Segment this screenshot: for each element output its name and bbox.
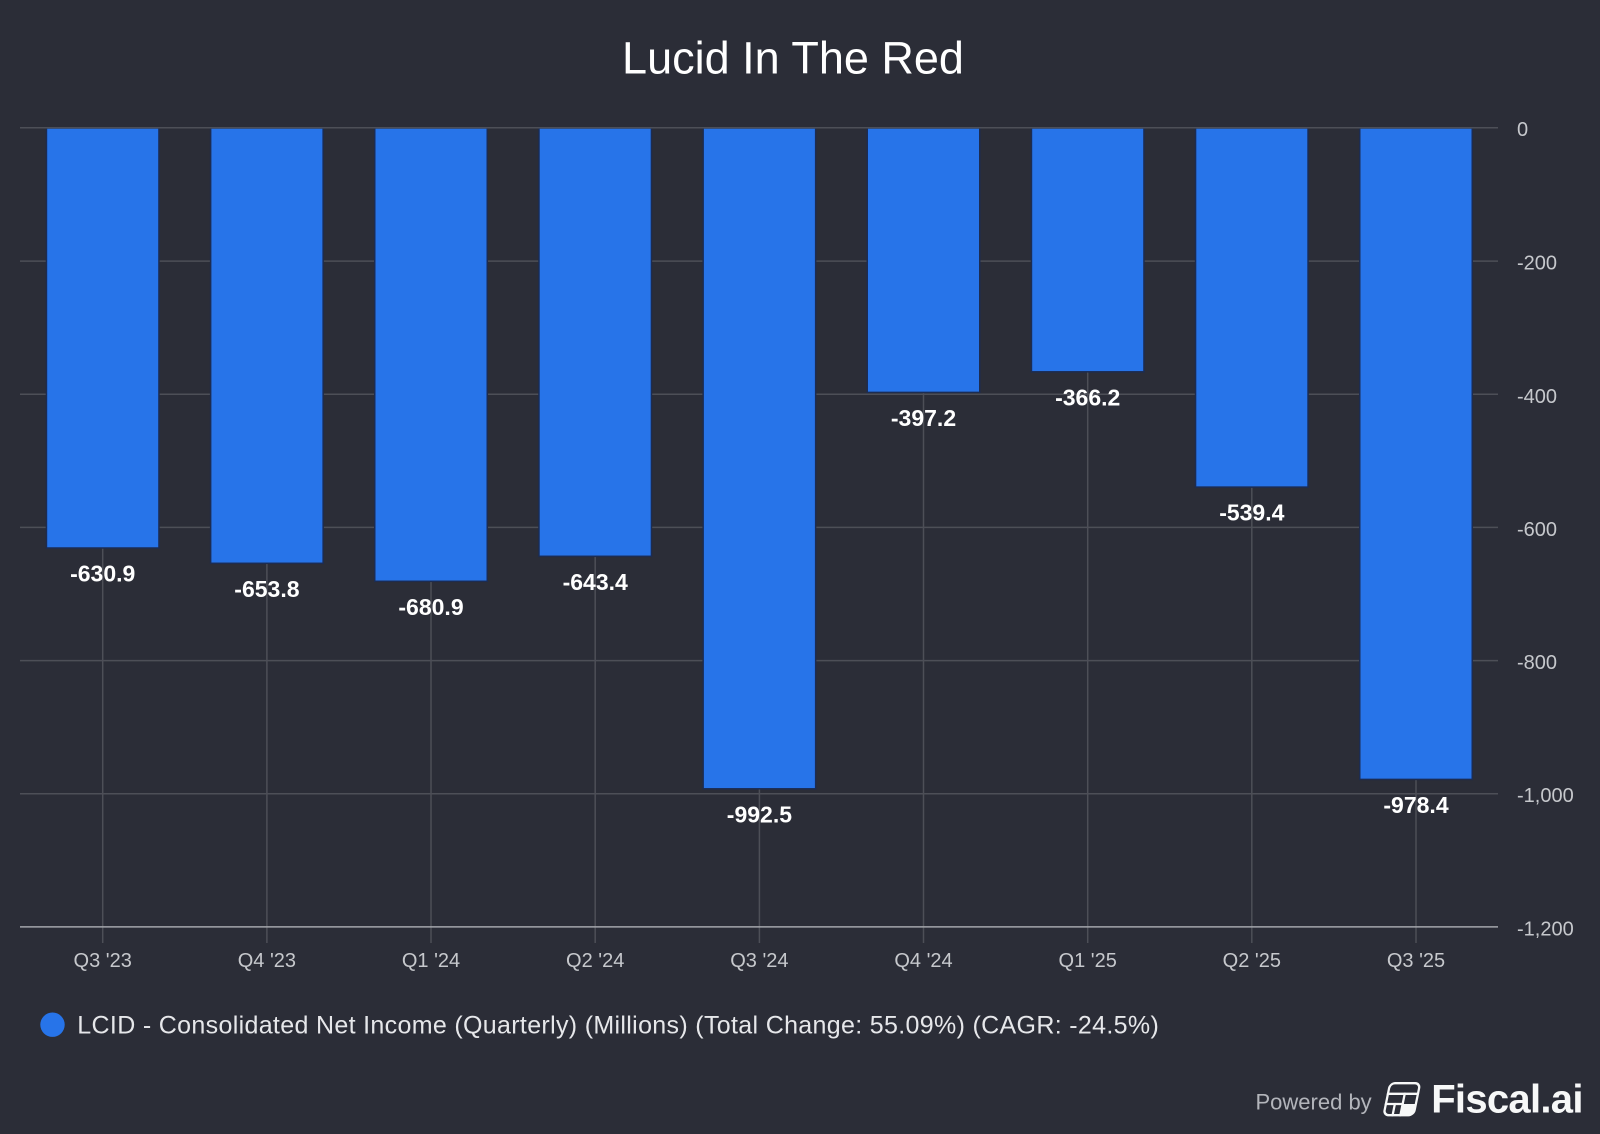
svg-text:Q4 '23: Q4 '23: [238, 950, 296, 972]
svg-text:-653.8: -653.8: [234, 576, 299, 602]
svg-text:-680.9: -680.9: [398, 594, 463, 620]
svg-text:LCID - Consolidated Net Income: LCID - Consolidated Net Income (Quarterl…: [77, 1011, 1159, 1039]
svg-text:Lucid In The Red: Lucid In The Red: [622, 33, 964, 84]
svg-text:-397.2: -397.2: [891, 405, 956, 431]
svg-text:Q4 '24: Q4 '24: [894, 950, 952, 972]
svg-text:-630.9: -630.9: [70, 561, 135, 587]
svg-text:Powered by: Powered by: [1256, 1090, 1372, 1115]
svg-text:Q3 '24: Q3 '24: [730, 950, 788, 972]
svg-text:Q3 '23: Q3 '23: [74, 950, 132, 972]
svg-text:-539.4: -539.4: [1219, 500, 1284, 526]
svg-text:-400: -400: [1517, 386, 1557, 408]
svg-text:-643.4: -643.4: [563, 569, 628, 595]
svg-text:-800: -800: [1517, 652, 1557, 674]
svg-text:Q1 '25: Q1 '25: [1059, 950, 1117, 972]
svg-text:Q1 '24: Q1 '24: [402, 950, 460, 972]
svg-text:Q2 '25: Q2 '25: [1223, 950, 1281, 972]
svg-text:-992.5: -992.5: [727, 801, 792, 827]
svg-text:-1,000: -1,000: [1517, 785, 1574, 807]
svg-text:0: 0: [1517, 119, 1528, 141]
svg-text:Q3 '25: Q3 '25: [1387, 950, 1445, 972]
svg-text:Fiscal.ai: Fiscal.ai: [1431, 1078, 1583, 1122]
svg-text:Q2 '24: Q2 '24: [566, 950, 624, 972]
svg-text:-978.4: -978.4: [1383, 792, 1448, 818]
svg-text:-200: -200: [1517, 253, 1557, 275]
svg-text:-1,200: -1,200: [1517, 918, 1574, 940]
svg-text:-366.2: -366.2: [1055, 384, 1120, 410]
svg-text:-600: -600: [1517, 519, 1557, 541]
